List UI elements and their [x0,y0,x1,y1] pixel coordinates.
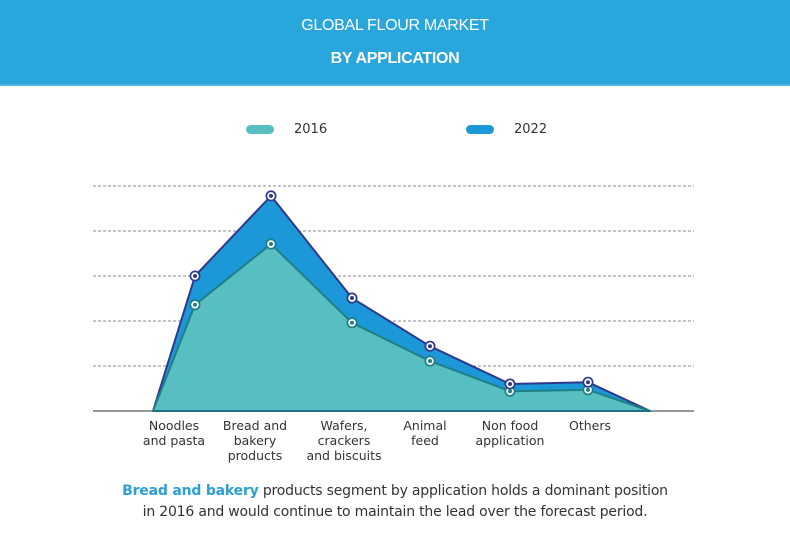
x-tick-label-line: and pasta [142,433,206,448]
x-tick-label-line: products [227,448,283,463]
chart-subtitle: BY APPLICATION [330,50,460,67]
x-tick-label: Non food application [455,418,565,448]
x-tick-label-line: Noodles [148,418,200,433]
data-point-2016 [189,299,201,311]
chart-title: GLOBAL FLOUR MARKET [301,17,489,34]
x-tick-label-line: Non food [481,418,539,433]
data-point-2022 [504,378,516,390]
data-point-2016 [346,317,358,329]
x-tick-label-line: Animal [403,418,447,433]
data-point-2022 [346,292,358,304]
caption-line-1: Bread and bakery products segment by app… [0,481,790,502]
x-tick-label-line: bakery [233,433,277,448]
caption-highlight: Bread and bakery [122,483,259,499]
x-tick-label-line: Wafers, [320,418,368,433]
header-banner: GLOBAL FLOUR MARKET BY APPLICATION [0,0,790,86]
legend-label-2022: 2022 [514,121,548,137]
data-point-2022 [424,340,436,352]
x-tick-label: Wafers, crackers and biscuits [289,418,399,463]
data-point-2022 [582,376,594,388]
x-tick-label-line: crackers [317,433,371,448]
x-tick-label-line: Others [568,418,611,433]
x-tick-label-line: application [475,433,545,448]
legend-swatch-2022 [466,124,494,134]
data-point-2022 [189,270,201,282]
x-tick-label: Bread and bakery products [200,418,310,463]
legend-item-2016: 2016 [246,120,327,138]
data-point-2016 [265,238,277,250]
x-tick-label-line: Bread and [222,418,288,433]
legend-label-2016: 2016 [294,121,328,137]
data-point-2022 [265,190,277,202]
legend-swatch-2016 [246,124,274,134]
data-point-2016 [582,384,594,396]
legend-item-2022: 2022 [466,120,547,138]
x-tick-label: Animal feed [370,418,480,448]
x-tick-label: Noodles and pasta [119,418,229,448]
x-tick-label-line: feed [411,433,439,448]
caption-line-1-text: products segment by application holds a … [258,483,668,499]
data-point-2016 [424,355,436,367]
x-tick-label-line: and biscuits [306,448,382,463]
x-tick-label: Others [535,418,645,433]
caption-line-2: in 2016 and would continue to maintain t… [142,504,648,520]
caption: Bread and bakery products segment by app… [0,481,790,523]
